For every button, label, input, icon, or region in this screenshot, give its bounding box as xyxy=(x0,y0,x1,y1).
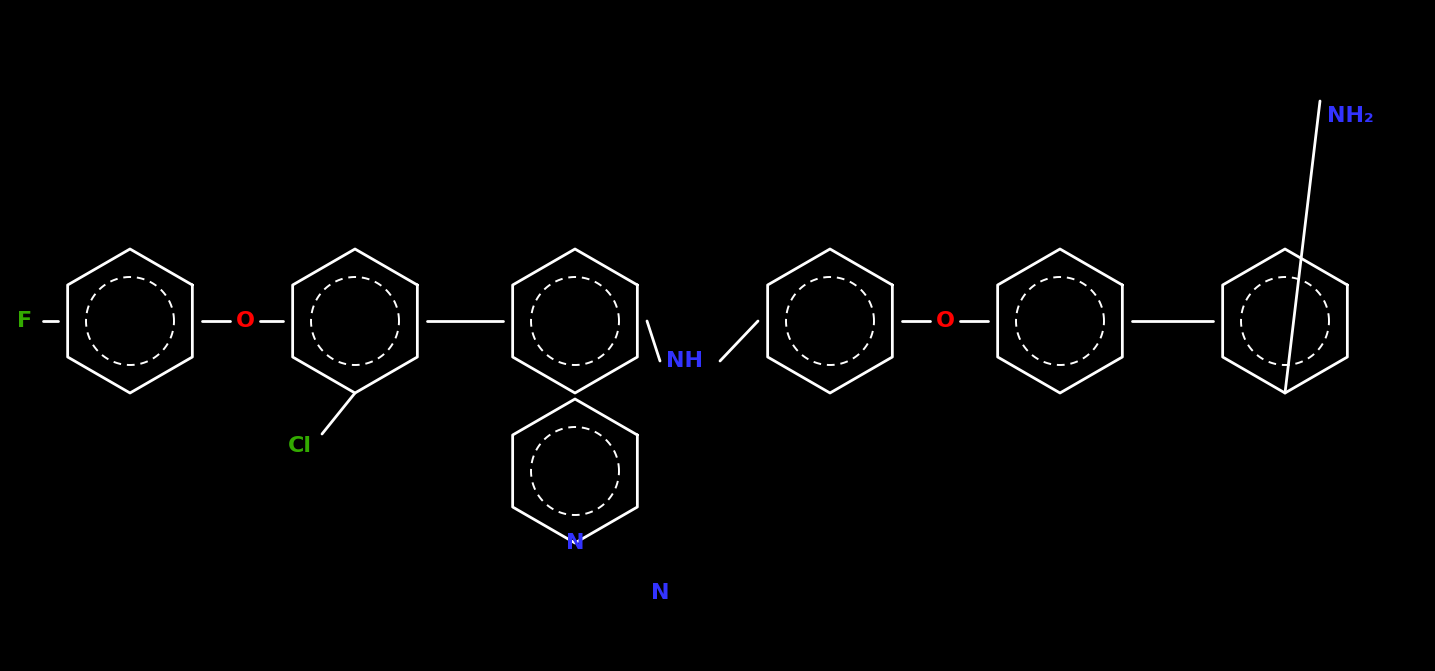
Text: N: N xyxy=(565,533,584,553)
Text: NH₂: NH₂ xyxy=(1326,106,1373,126)
Text: O: O xyxy=(936,311,954,331)
Text: Cl: Cl xyxy=(288,436,311,456)
Text: N: N xyxy=(650,583,669,603)
Text: O: O xyxy=(235,311,254,331)
Text: F: F xyxy=(17,311,33,331)
Text: NH: NH xyxy=(666,351,703,371)
